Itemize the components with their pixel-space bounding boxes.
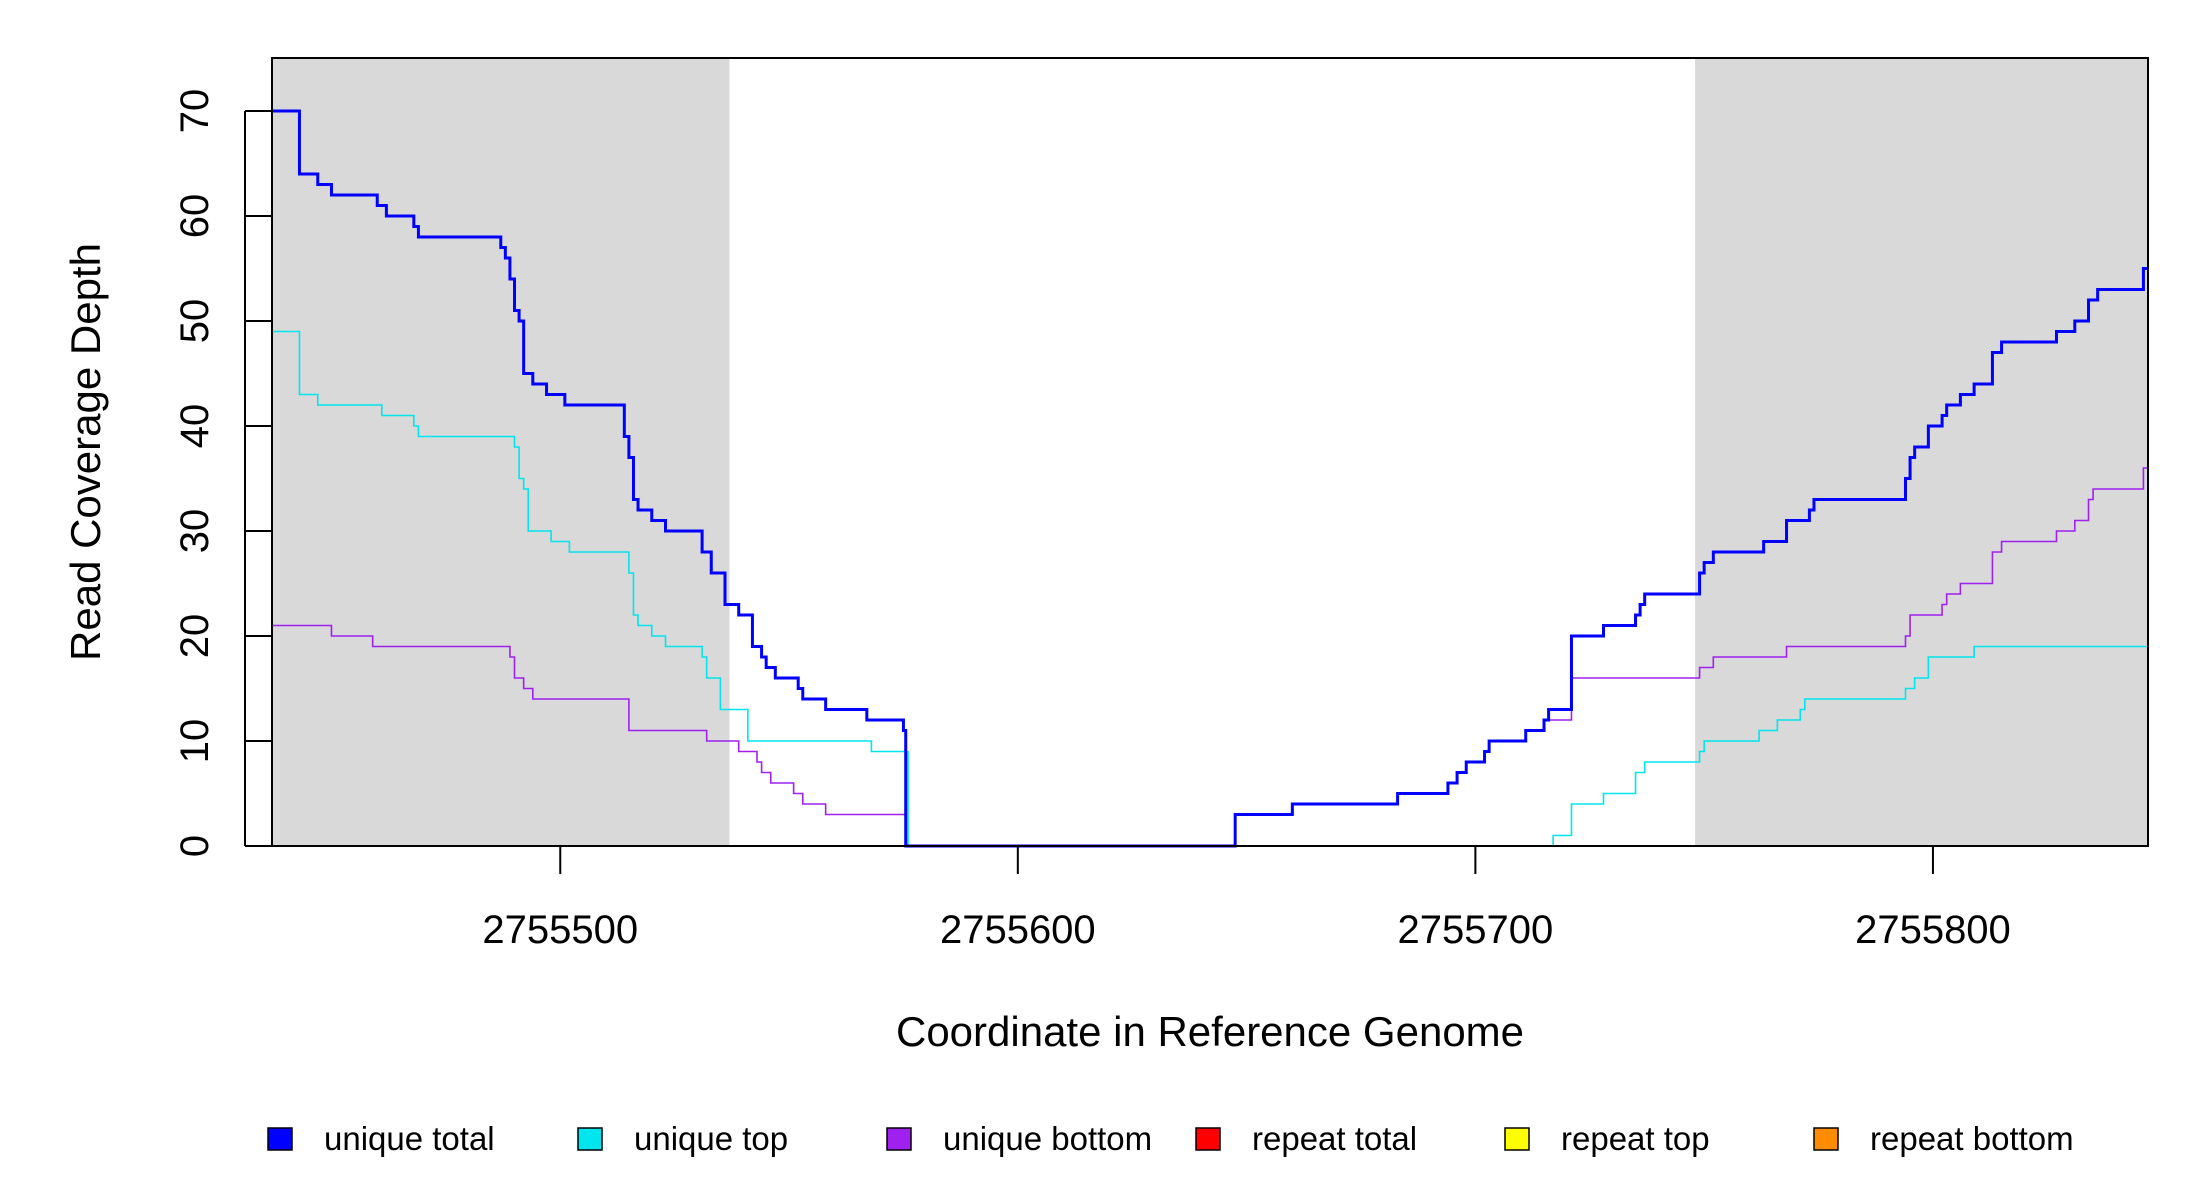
- plot-frame: [271, 57, 2149, 847]
- shaded-regions: [272, 58, 2148, 846]
- legend-swatch: [886, 1127, 912, 1151]
- y-tick-label: 20: [173, 614, 217, 659]
- legend-label: unique top: [634, 1120, 788, 1157]
- legend-swatch: [577, 1127, 603, 1151]
- legend-swatch: [1504, 1127, 1530, 1151]
- y-tick-label: 30: [173, 509, 217, 554]
- x-tick-label: 2755500: [482, 908, 638, 952]
- y-tick-label: 40: [173, 404, 217, 449]
- x-axis: 2755500 2755600 2755700 2755800: [482, 846, 2011, 952]
- series-line-unique-total: [272, 109, 2148, 848]
- y-tick-label: 0: [173, 835, 217, 857]
- y-tick-label: 70: [173, 89, 217, 134]
- legend: unique total unique top unique bottom repea…: [267, 1120, 2074, 1157]
- legend-swatch: [1195, 1127, 1221, 1151]
- series-line-unique-top: [272, 330, 2148, 847]
- legend-label: unique total: [324, 1120, 495, 1157]
- legend-label: repeat total: [1252, 1120, 1417, 1157]
- x-tick-label: 2755700: [1398, 908, 1554, 952]
- legend-label: repeat bottom: [1870, 1120, 2074, 1157]
- y-tick-label: 60: [173, 194, 217, 239]
- shaded-region: [1695, 58, 2148, 846]
- x-tick-label: 2755800: [1855, 908, 2011, 952]
- shaded-region: [272, 58, 730, 846]
- legend-label: repeat top: [1561, 1120, 1710, 1157]
- legend-label: unique bottom: [943, 1120, 1152, 1157]
- x-axis-label: Coordinate in Reference Genome: [896, 1008, 1524, 1055]
- y-tick-label: 10: [173, 719, 217, 764]
- y-tick-label: 50: [173, 299, 217, 344]
- legend-swatch: [267, 1127, 293, 1151]
- y-axis: 0 10 20 30 40 50 60 70: [173, 89, 272, 857]
- x-tick-label: 2755600: [940, 908, 1096, 952]
- legend-swatch: [1813, 1127, 1839, 1151]
- y-axis-label: Read Coverage Depth: [62, 243, 109, 661]
